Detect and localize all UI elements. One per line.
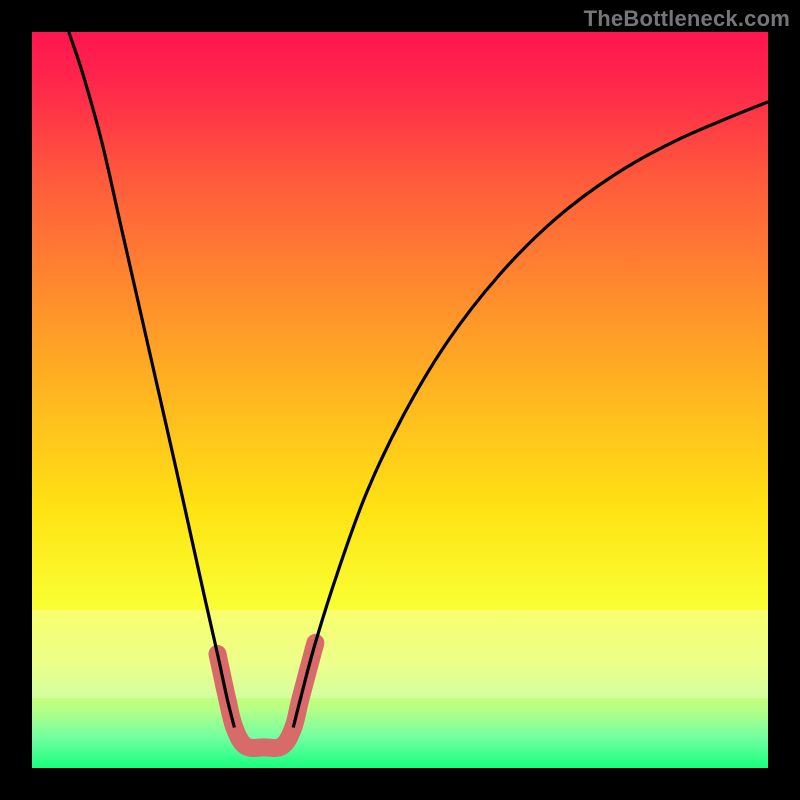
pale-band [32,610,768,698]
chart-container: TheBottleneck.com [0,0,800,800]
watermark-text: TheBottleneck.com [584,6,790,32]
chart-svg [0,0,800,800]
